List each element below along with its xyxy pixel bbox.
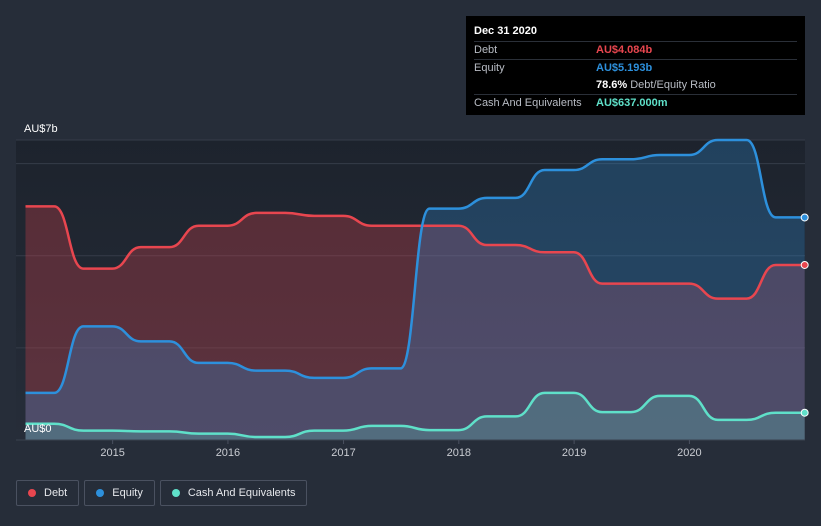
line-equity <box>25 138 805 395</box>
tooltip-ratio-label: Debt/Equity Ratio <box>630 79 716 91</box>
tooltip-equity-label: Equity <box>474 62 505 74</box>
chart-legend: Debt Equity Cash And Equivalents <box>16 480 308 506</box>
tooltip-cash-value: AU$637.000m <box>596 97 668 109</box>
x-tick-label-2015: 2015 <box>100 447 124 459</box>
legend-dot-cash-icon <box>171 489 180 497</box>
line-debt <box>25 205 805 300</box>
x-tick-label-2017: 2017 <box>331 447 355 459</box>
tooltip-cash-label: Cash And Equivalents <box>474 97 582 109</box>
legend-item-cash[interactable]: Cash And Equivalents <box>159 480 308 506</box>
series-lines <box>25 138 805 439</box>
hover-tooltip: Dec 31 2020 Debt AU$4.084b Equity AU$5.1… <box>466 16 805 115</box>
tooltip-ratio-value: 78.6% <box>596 79 628 91</box>
x-tick-labels: 2015 2016 2017 2018 2019 2020 <box>100 440 702 459</box>
y-tick-labels: AU$0 AU$7b <box>24 123 58 435</box>
area-cash <box>25 392 805 440</box>
legend-item-debt[interactable]: Debt <box>16 480 80 506</box>
tooltip-row-equity: Equity AU$5.193b <box>474 59 797 77</box>
legend-dot-debt-icon <box>28 489 36 497</box>
tooltip-row-cash: Cash And Equivalents AU$637.000m <box>474 94 797 112</box>
tooltip-row-debt: Debt AU$4.084b <box>474 41 797 59</box>
tooltip-debt-label: Debt <box>474 44 498 56</box>
area-debt <box>25 206 805 440</box>
x-tick-label-2019: 2019 <box>562 447 586 459</box>
marker-cash <box>800 408 809 417</box>
legend-dot-equity-icon <box>96 489 105 497</box>
legend-label-equity: Equity <box>112 487 143 499</box>
legend-item-equity[interactable]: Equity <box>84 480 155 506</box>
x-tick-label-2018: 2018 <box>447 447 471 459</box>
tooltip-row-ratio: 78.6% Debt/Equity Ratio <box>474 77 797 94</box>
x-tick-label-2020: 2020 <box>677 447 701 459</box>
series-end-markers <box>800 213 809 417</box>
legend-label-cash: Cash And Equivalents <box>187 487 296 499</box>
legend-label-debt: Debt <box>44 487 68 499</box>
x-tick-label-2016: 2016 <box>216 447 240 459</box>
line-cash <box>25 391 805 439</box>
marker-debt <box>800 260 809 269</box>
y-tick-label-min: AU$0 <box>24 423 52 435</box>
marker-equity <box>800 213 809 222</box>
tooltip-ratio-spacer <box>474 77 596 94</box>
tooltip-date: Dec 31 2020 <box>474 25 537 37</box>
tooltip-debt-value: AU$4.084b <box>596 44 653 56</box>
tooltip-equity-value: AU$5.193b <box>596 62 653 74</box>
y-tick-label-max: AU$7b <box>24 123 58 135</box>
gridlines <box>16 139 805 349</box>
plot-background <box>16 140 805 440</box>
